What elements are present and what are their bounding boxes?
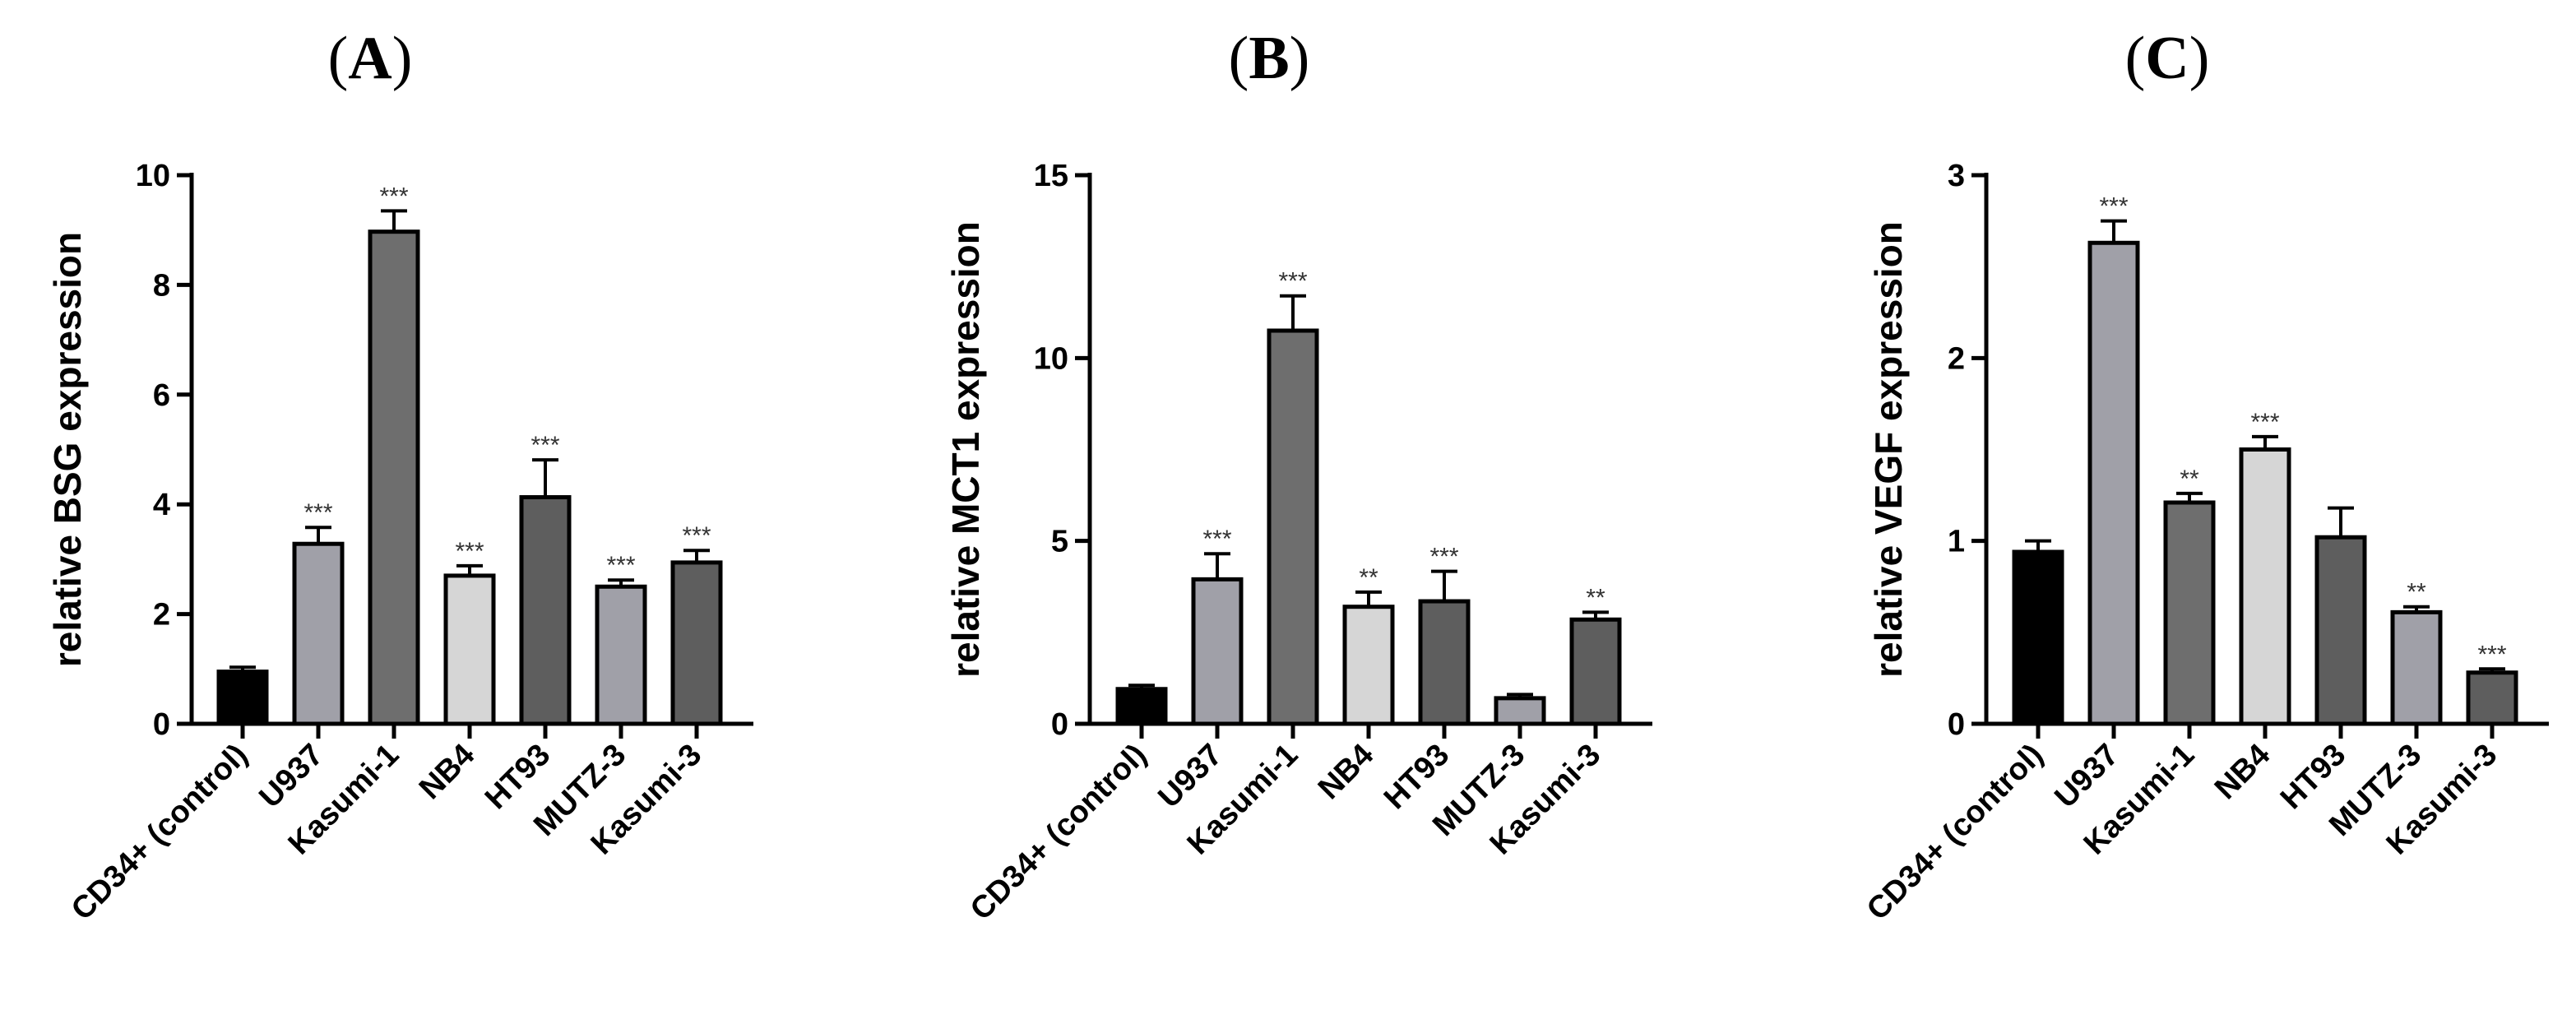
panel-letter: B [1249,25,1289,92]
y-tick-label: 1 [1948,525,1965,559]
y-tick-label: 2 [1948,341,1965,376]
panel-letter: A [348,25,391,92]
y-axis-label: relative BSG expression [46,232,89,667]
bar-u937 [1191,577,1244,726]
panel-label: (B) [1229,25,1310,92]
significance-marker: *** [1278,268,1307,295]
x-tick-label: CD34+ (control) [964,738,1154,928]
chart-panel-c: (C) relative VEGF expression 0 1 2 3 CD34+ (co… [1860,25,2549,927]
chart-panel-b: (B) relative MCT1 expression 0 5 10 15 CD34+ (… [944,25,1652,927]
significance-marker: *** [1429,544,1458,571]
significance-marker: *** [606,552,635,579]
significance-marker: *** [379,183,408,210]
y-tick-label: 4 [153,488,170,522]
y-tick-label: 0 [1051,707,1068,742]
bar-mutz-3 [2390,609,2443,726]
x-tick-label: CD34+ (control) [65,738,255,928]
y-tick-label: 3 [1948,159,1965,193]
significance-marker: *** [455,538,484,565]
y-tick-label: 0 [153,707,170,742]
bar-kasumi-3 [1569,617,1622,726]
panel-letter: C [2145,25,2189,92]
significance-marker: *** [303,499,332,526]
x-tick-label: NB4 [413,738,481,806]
bar-ht93 [1418,599,1471,726]
y-tick-label: 10 [1034,341,1068,376]
bar-kasumi-1 [368,229,420,726]
bar-u937 [292,541,345,726]
y-axis-label: relative VEGF expression [1867,221,1910,678]
x-tick-label: CD34+ (control) [1860,738,2050,928]
significance-marker: *** [2099,193,2128,220]
x-tick-label: NB4 [2208,738,2277,806]
significance-marker: ** [2407,579,2426,606]
bar-nb4 [2239,447,2291,726]
bar-kasumi-3 [2466,670,2518,726]
bar-kasumi-1 [1267,328,1319,726]
y-tick-label: 5 [1051,525,1068,559]
panel-label: (A) [328,25,413,92]
y-tick-label: 8 [153,268,170,303]
significance-marker: *** [1202,526,1231,553]
bar-cd34-control [1115,687,1168,726]
y-tick-label: 2 [153,598,170,632]
bar-kasumi-3 [670,560,723,726]
bar-kasumi-1 [2163,500,2216,726]
significance-marker: *** [682,522,711,549]
y-tick-label: 0 [1948,707,1965,742]
chart-panel-a: (A) relative BSG expression 0 2 4 6 8 10 CD34+ (… [46,25,753,927]
bar-u937 [2087,240,2140,726]
bar-ht93 [2314,535,2367,726]
panel-label: (C) [2125,25,2210,92]
y-tick-label: 15 [1034,159,1068,193]
bar-cd34-control [216,670,269,726]
significance-marker: ** [1586,584,1605,611]
y-tick-label: 6 [153,378,170,413]
y-tick-label: 10 [136,159,170,193]
x-tick-label: NB4 [1312,738,1380,806]
bar-mutz-3 [1494,696,1546,726]
bar-cd34-control [2012,549,2064,726]
bar-mutz-3 [595,584,647,726]
significance-marker: ** [2180,466,2199,493]
significance-marker: ** [1359,564,1378,591]
significance-marker: *** [530,432,559,459]
bar-nb4 [1342,605,1395,726]
bar-nb4 [443,573,496,726]
y-axis-label: relative MCT1 expression [944,221,987,678]
bar-ht93 [519,495,572,726]
significance-marker: *** [2250,409,2279,436]
significance-marker: *** [2477,641,2506,668]
